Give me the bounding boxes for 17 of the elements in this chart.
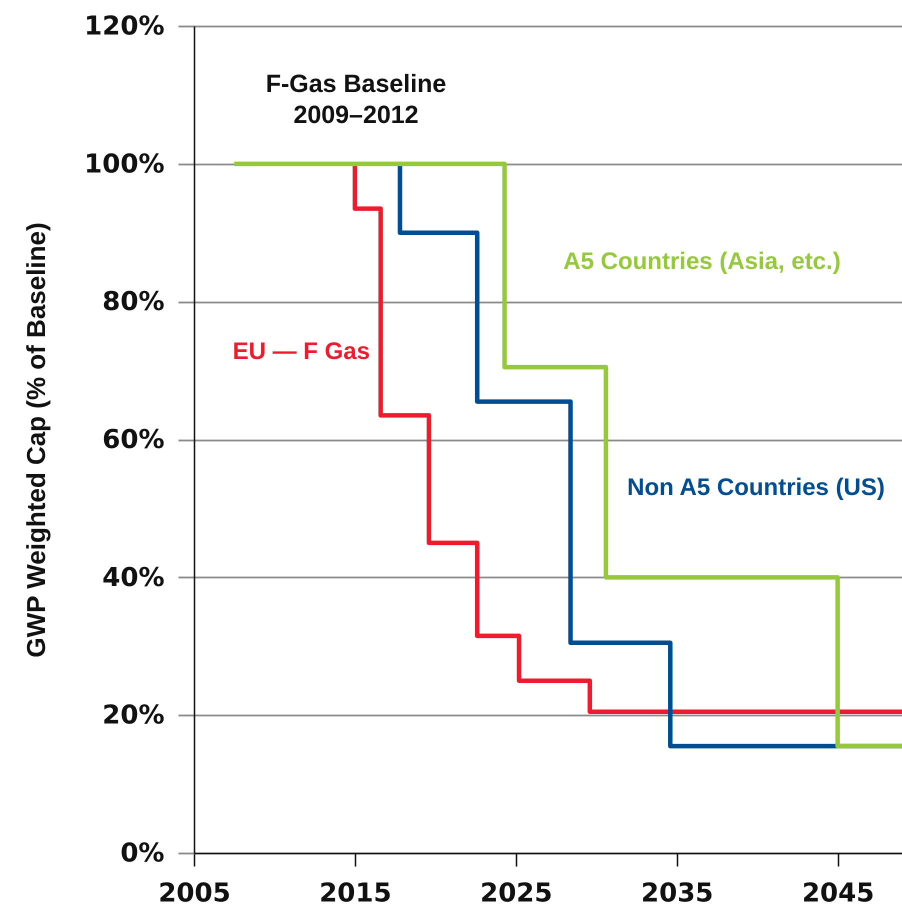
x-tick-label: 2035	[641, 878, 714, 908]
y-tick-label: 0%	[120, 838, 164, 868]
y-tick-label: 20%	[102, 700, 164, 731]
x-tick-label: 2005	[158, 878, 231, 908]
x-tick-label: 2025	[480, 878, 553, 908]
y-tick-label: 60%	[102, 425, 164, 455]
y-tick-label: 80%	[102, 287, 164, 318]
y-tick-label: 120%	[84, 12, 164, 42]
y-tick-label: 100%	[84, 149, 164, 180]
annotation: F-Gas Baseline 2009–2012	[266, 70, 446, 129]
series-label: EU — F Gas	[232, 338, 370, 365]
text: Non A5 Countries (US)	[627, 474, 885, 501]
y-tick-label: 40%	[102, 562, 164, 593]
y-axis-title: GWP Weighted Cap (% of Baseline)	[21, 222, 52, 658]
x-tick-label: 2015	[319, 878, 392, 908]
x-tick-label: 2045	[802, 878, 874, 908]
text: A5 Countries (Asia, etc.)	[563, 248, 841, 275]
